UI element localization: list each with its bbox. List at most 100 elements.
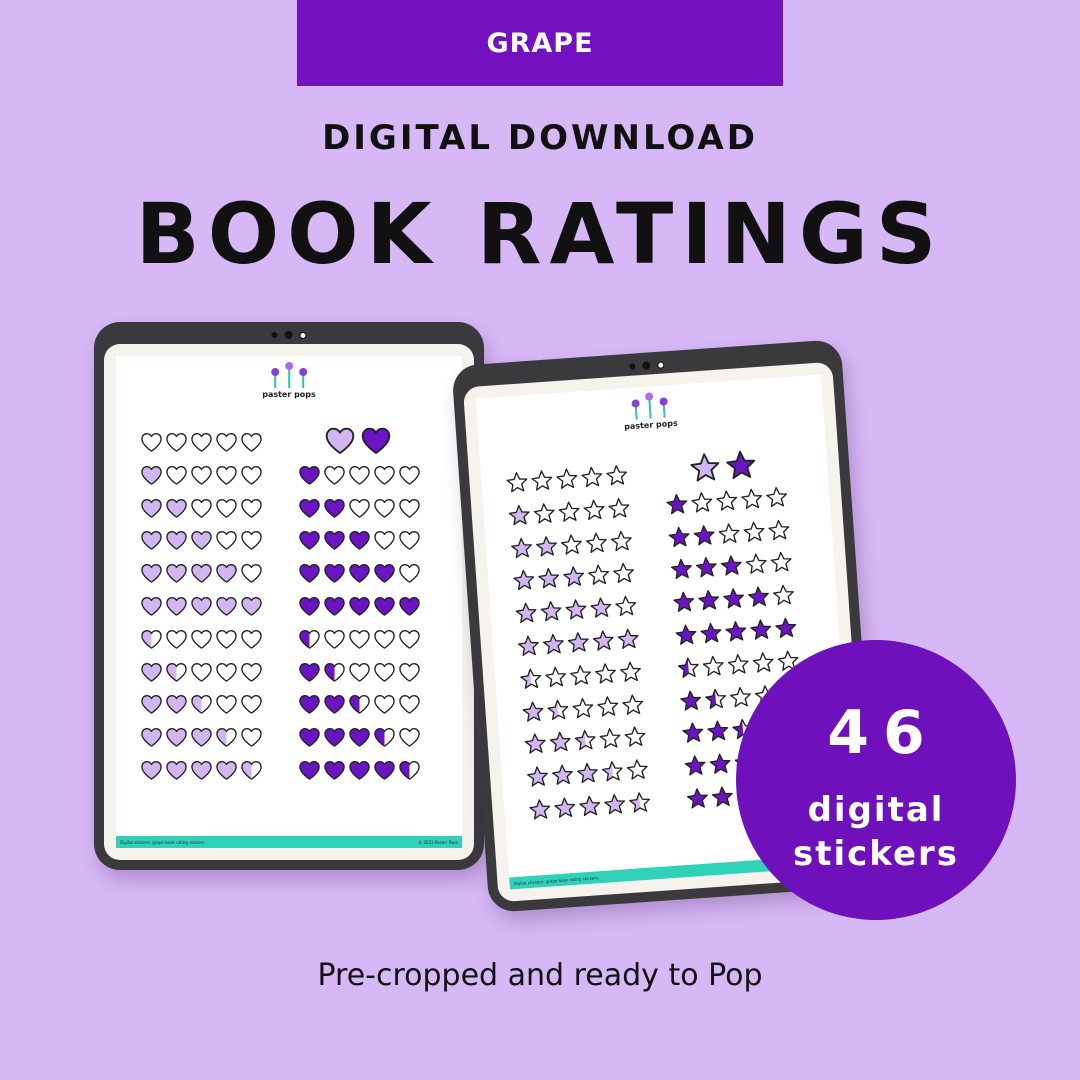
heart-icon: [141, 728, 162, 747]
star-icon: [565, 599, 587, 620]
heart-icon: [241, 498, 262, 518]
star-icon: [726, 450, 756, 480]
tablet-stars: paster pops Digital stickers: grape book…: [451, 339, 879, 913]
header-sticker-pair: [688, 448, 758, 485]
rating-row: [676, 649, 800, 681]
header-sticker-pair: [324, 425, 392, 457]
star-icon: [608, 497, 630, 519]
heart-icon: [299, 728, 320, 747]
star-icon: [576, 763, 598, 784]
rating-row: [507, 496, 631, 528]
star-icon: [540, 601, 562, 622]
heart-icon: [241, 629, 262, 649]
rating-row: [298, 726, 421, 749]
star-icon: [705, 688, 726, 709]
heart-icon: [241, 728, 262, 747]
rating-row: [140, 628, 263, 651]
heart-icon: [166, 433, 187, 452]
heart-icon: [324, 662, 345, 682]
rating-row: [140, 431, 263, 454]
star-icon: [610, 530, 632, 551]
heart-icon: [399, 662, 420, 682]
star-icon: [741, 488, 763, 509]
star-icon: [574, 730, 596, 751]
heart-icon: [325, 427, 355, 454]
heart-icon: [191, 531, 212, 551]
star-icon: [595, 663, 616, 684]
heart-icon: [141, 597, 162, 616]
star-icon: [554, 797, 576, 818]
heart-icon: [324, 761, 345, 780]
heart-icon: [299, 761, 320, 780]
heart-icon: [324, 465, 345, 485]
heart-icon: [349, 629, 370, 649]
star-icon: [599, 728, 621, 749]
star-icon: [590, 597, 612, 618]
heart-icon: [166, 498, 187, 518]
heart-icon: [349, 531, 370, 551]
heart-icon: [241, 564, 262, 583]
heart-icon: [191, 564, 212, 583]
rating-row: [669, 550, 793, 582]
star-icon: [748, 586, 769, 607]
heart-icon: [216, 761, 237, 780]
rating-row: [298, 497, 421, 520]
sheet-footer-copyright: © 2023 Paster Pops: [418, 839, 458, 845]
heart-icon: [399, 695, 420, 715]
star-icon: [698, 590, 720, 611]
tablet-screen: paster pops Digital stickers: grape book…: [462, 361, 868, 903]
rating-row: [140, 693, 263, 716]
star-icon: [626, 759, 648, 780]
heart-icon: [166, 662, 187, 682]
sheet-footer-caption: Digital stickers: grape book rating stic…: [513, 874, 599, 886]
star-icon: [745, 553, 767, 575]
star-icon: [585, 532, 607, 553]
heart-icon: [399, 564, 420, 583]
star-icon: [581, 466, 603, 488]
star-icon: [700, 622, 722, 644]
heart-icon: [324, 498, 345, 518]
rating-row: [140, 595, 263, 618]
heart-icon: [241, 433, 262, 452]
badge-label-line-2: stickers: [792, 834, 960, 874]
star-icon: [775, 617, 797, 638]
heart-icon: [166, 695, 187, 715]
rating-row: [528, 790, 652, 822]
heart-icon: [324, 531, 345, 551]
heart-icon: [141, 498, 162, 518]
heart-icon: [216, 662, 237, 682]
heart-icon: [399, 728, 420, 747]
heart-icon: [299, 465, 320, 485]
star-icon: [691, 491, 713, 513]
star-icon: [506, 472, 528, 493]
star-icon: [766, 486, 788, 508]
sticker-sheet: paster pops Digital stickers: grape book…: [116, 356, 462, 848]
rating-row: [514, 594, 638, 626]
star-icon: [743, 521, 765, 542]
star-icon: [517, 635, 539, 656]
heart-icon: [241, 662, 262, 682]
heart-icon: [166, 728, 187, 747]
star-icon: [695, 557, 717, 578]
heart-icon: [216, 695, 237, 715]
color-banner: GRAPE: [297, 0, 783, 86]
heart-icon: [324, 728, 345, 747]
star-icon: [718, 522, 740, 544]
star-icon: [597, 695, 619, 717]
star-icon: [542, 633, 564, 655]
heart-icon: [191, 597, 212, 616]
heart-icon: [299, 564, 320, 583]
heart-icon: [191, 629, 212, 649]
star-icon: [687, 788, 708, 809]
rating-row: [665, 485, 789, 517]
rating-row: [298, 562, 421, 585]
star-icon: [545, 666, 567, 687]
heart-icon: [166, 465, 187, 485]
rating-row: [298, 595, 421, 618]
star-icon: [520, 668, 542, 689]
heart-icon: [299, 597, 320, 616]
heart-icon: [241, 465, 262, 485]
star-icon: [750, 619, 772, 640]
star-icon: [527, 766, 548, 787]
star-icon: [716, 490, 738, 511]
